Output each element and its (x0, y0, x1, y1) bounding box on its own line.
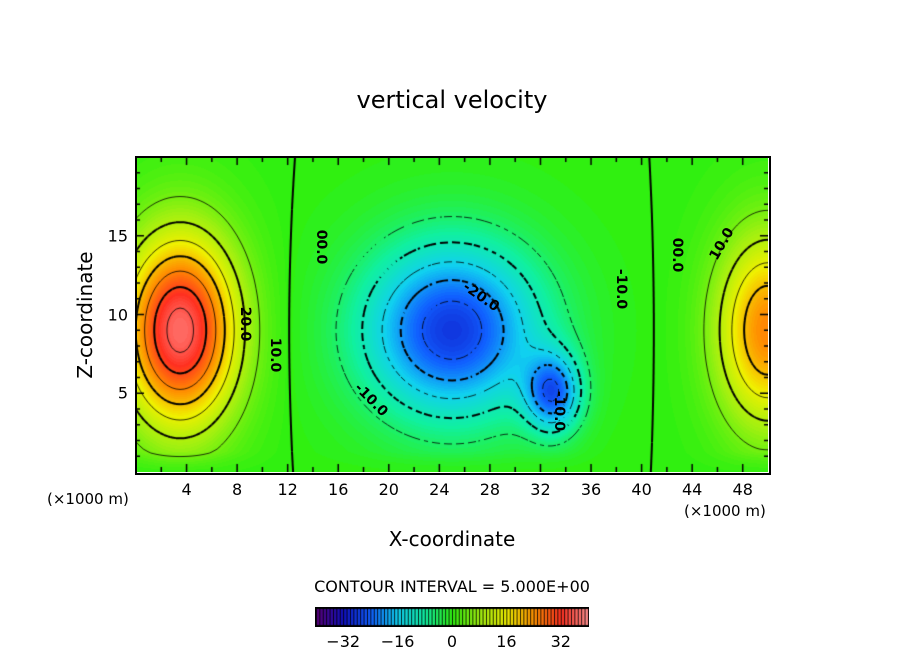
y-unit-label: (×1000 m) (47, 490, 129, 508)
y-tick-label: 15 (107, 226, 128, 246)
x-tick-label: 4 (181, 480, 192, 499)
y-axis-label: Z-coordinate (73, 251, 97, 379)
contour-label: 00.0 (668, 237, 685, 272)
x-tick-label: 48 (732, 480, 753, 499)
colorbar-tick-label: −32 (326, 632, 361, 651)
contour-label: 00.0 (312, 229, 329, 265)
x-tick-label: 20 (378, 480, 399, 499)
x-unit-label: (×1000 m) (684, 502, 766, 520)
x-tick-label: 24 (429, 480, 450, 499)
y-tick-label: 10 (107, 305, 128, 324)
contour-interval-label: CONTOUR INTERVAL = 5.000E+00 (314, 577, 590, 596)
contour-label: 20.0 (236, 306, 253, 342)
x-tick-label: 32 (530, 480, 551, 499)
colorbar-tick-label: 16 (496, 632, 517, 651)
x-tick-label: 12 (277, 480, 298, 499)
contour-label: -10.0 (551, 390, 568, 431)
colorbar-tick-label: 32 (550, 632, 571, 651)
y-tick-label: 5 (117, 383, 128, 403)
colorbar-tick-label: 0 (446, 632, 458, 651)
contour-label: 10.0 (267, 338, 284, 373)
contour-label: -10.0 (613, 269, 630, 310)
chart-title: vertical velocity (356, 86, 548, 114)
x-axis-label: X-coordinate (388, 527, 516, 551)
plot-frame (135, 156, 771, 475)
x-tick-label: 44 (681, 480, 703, 499)
x-tick-label: 28 (479, 480, 501, 499)
x-tick-label: 16 (328, 480, 349, 499)
x-tick-label: 36 (580, 480, 602, 499)
x-tick-label: 40 (631, 480, 652, 499)
colorbar (315, 607, 589, 627)
x-tick-label: 8 (232, 480, 243, 499)
colorbar-tick-label: −16 (380, 632, 415, 651)
